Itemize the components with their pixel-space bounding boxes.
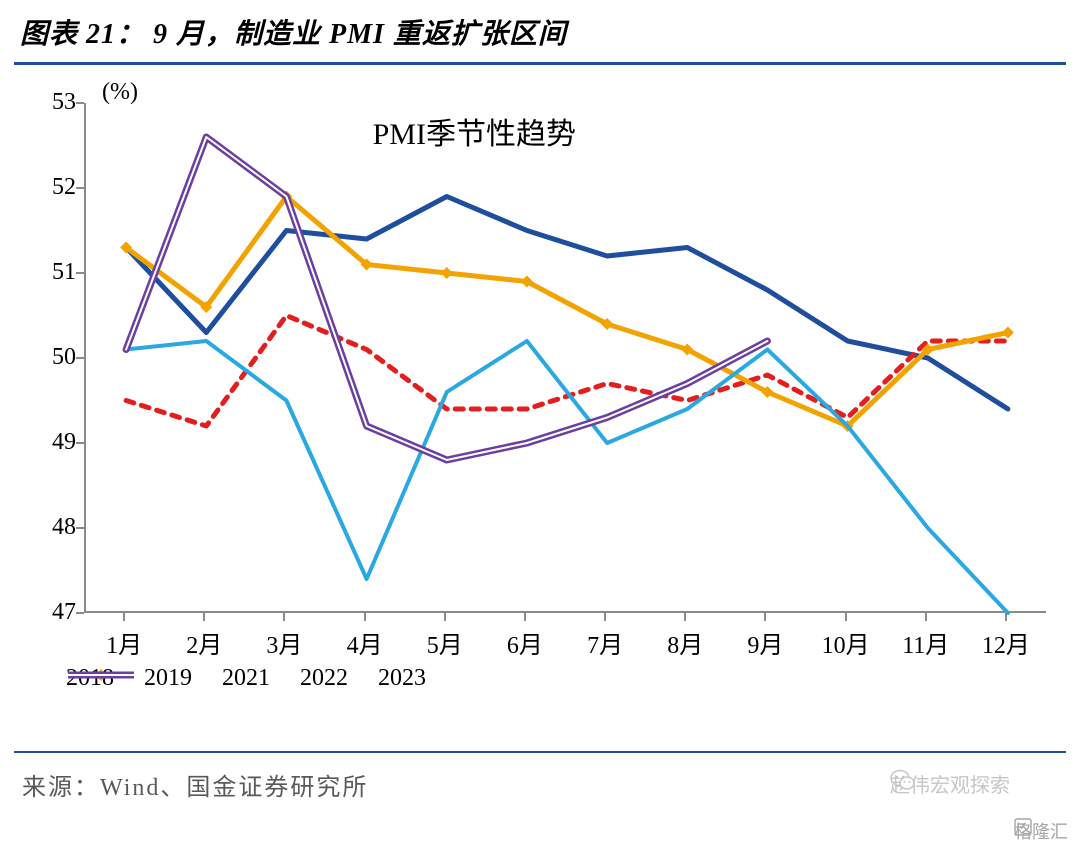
- chart-container: (%) PMI季节性趋势 47484950515253 1月2月3月4月5月6月…: [14, 73, 1066, 743]
- gelonghui-icon: [1014, 818, 1032, 836]
- y-tick-label: 50: [26, 344, 76, 371]
- x-tick-mark: [845, 613, 847, 621]
- x-tick-label: 12月: [982, 625, 1030, 660]
- y-tick-label: 47: [26, 599, 76, 626]
- y-tick-mark: [76, 187, 84, 189]
- x-tick-label: 9月: [747, 625, 783, 660]
- x-tick-mark: [123, 613, 125, 621]
- series-line: [126, 137, 767, 460]
- y-tick-label: 51: [26, 259, 76, 286]
- x-tick-mark: [604, 613, 606, 621]
- legend-item: 2021: [222, 665, 270, 692]
- y-tick-label: 53: [26, 89, 76, 116]
- x-tick-mark: [524, 613, 526, 621]
- y-tick-mark: [76, 102, 84, 104]
- y-tick-mark: [76, 357, 84, 359]
- legend-swatch: [66, 665, 136, 685]
- legend-label: 2023: [378, 665, 426, 692]
- y-tick-mark: [76, 527, 84, 529]
- series-line: [126, 137, 767, 460]
- legend-item: 2019: [144, 665, 192, 692]
- x-tick-label: 4月: [347, 625, 383, 660]
- y-tick-mark: [76, 272, 84, 274]
- x-tick-mark: [764, 613, 766, 621]
- series-line: [126, 341, 1008, 613]
- x-tick-label: 11月: [902, 625, 949, 660]
- x-tick-label: 3月: [266, 625, 302, 660]
- x-tick-label: 10月: [822, 625, 870, 660]
- x-tick-label: 5月: [427, 625, 463, 660]
- x-tick-label: 2月: [186, 625, 222, 660]
- series-line: [126, 316, 1008, 427]
- x-tick-label: 6月: [507, 625, 543, 660]
- x-tick-label: 7月: [587, 625, 623, 660]
- x-tick-mark: [925, 613, 927, 621]
- legend-label: 2022: [300, 665, 348, 692]
- y-tick-label: 48: [26, 514, 76, 541]
- title-divider: [14, 62, 1066, 65]
- watermark-gelonghui: 格隆汇: [1014, 818, 1068, 844]
- x-tick-mark: [684, 613, 686, 621]
- x-tick-mark: [444, 613, 446, 621]
- y-tick-label: 49: [26, 429, 76, 456]
- x-tick-mark: [283, 613, 285, 621]
- legend: 20182019202120222023: [66, 665, 426, 692]
- plot-area: [84, 103, 1046, 613]
- y-tick-label: 52: [26, 174, 76, 201]
- series-marker: [441, 267, 453, 279]
- x-tick-mark: [1005, 613, 1007, 621]
- x-tick-mark: [364, 613, 366, 621]
- figure-title: 图表 21： 9 月，制造业 PMI 重返扩张区间: [0, 0, 1080, 62]
- legend-item: 2023: [378, 665, 426, 692]
- legend-label: 2021: [222, 665, 270, 692]
- x-tick-label: 1月: [106, 625, 142, 660]
- legend-label: 2019: [144, 665, 192, 692]
- y-tick-mark: [76, 612, 84, 614]
- watermark-wechat: 赵伟宏观探索: [890, 769, 1010, 798]
- wechat-icon: [890, 769, 916, 791]
- series-marker: [1002, 327, 1014, 339]
- y-tick-mark: [76, 442, 84, 444]
- x-tick-label: 8月: [667, 625, 703, 660]
- legend-item: 2022: [300, 665, 348, 692]
- x-tick-mark: [203, 613, 205, 621]
- y-axis-unit: (%): [102, 79, 138, 106]
- plot-svg: [86, 103, 1048, 613]
